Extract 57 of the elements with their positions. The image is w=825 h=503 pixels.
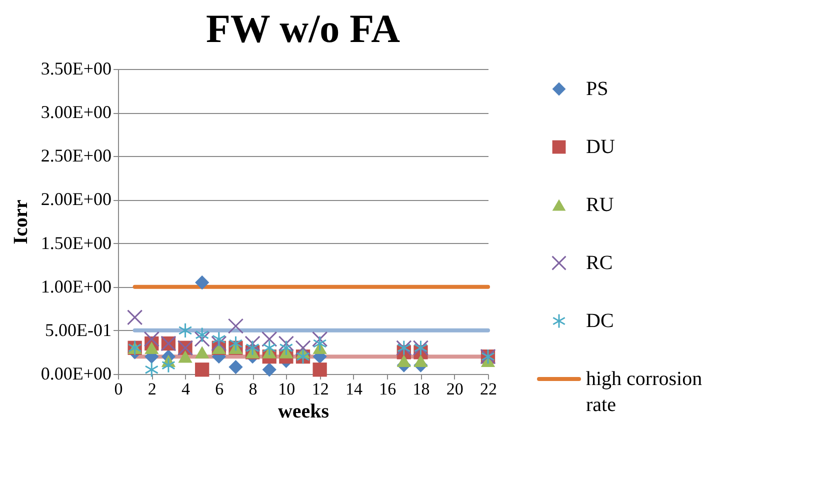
x-axis-title: weeks bbox=[278, 400, 330, 422]
x-tick-label: 0 bbox=[114, 380, 123, 398]
point bbox=[279, 340, 294, 356]
point bbox=[195, 362, 210, 377]
point bbox=[195, 346, 210, 358]
legend-label: RU bbox=[586, 194, 614, 216]
point bbox=[162, 357, 176, 374]
legend-label: PS bbox=[586, 78, 608, 100]
point bbox=[195, 326, 209, 343]
x-tick-label: 16 bbox=[379, 380, 396, 398]
y-tick-label: 1.50E+00 bbox=[40, 232, 112, 253]
y-tick-label: 2.00E+00 bbox=[40, 189, 112, 210]
point bbox=[414, 354, 428, 368]
legend-label: DU bbox=[586, 136, 616, 158]
x-tick-label: 14 bbox=[345, 380, 363, 398]
legend-label: high corrosion rate bbox=[586, 368, 702, 416]
x-tick-label: 12 bbox=[312, 380, 329, 398]
point bbox=[262, 340, 276, 356]
x-tick-label: 10 bbox=[278, 380, 296, 398]
legend-label: RC bbox=[586, 252, 613, 274]
point bbox=[396, 354, 411, 368]
y-axis-title: Icorr bbox=[10, 200, 32, 244]
point bbox=[312, 362, 327, 377]
point bbox=[212, 331, 226, 347]
y-tick-label: 0.00E+00 bbox=[40, 364, 112, 384]
x-tick-label: 18 bbox=[412, 380, 430, 398]
point bbox=[246, 340, 260, 356]
y-tick-label: 3.50E+00 bbox=[40, 58, 112, 78]
point bbox=[126, 310, 143, 326]
y-tick-label: 5.00E-01 bbox=[45, 320, 112, 340]
point bbox=[228, 318, 244, 334]
y-tick-label: 2.50E+00 bbox=[40, 146, 112, 166]
y-tick-label: 3.00E+00 bbox=[40, 102, 112, 122]
point bbox=[228, 336, 243, 352]
point bbox=[244, 336, 260, 352]
x-tick-label: 2 bbox=[148, 380, 156, 398]
point bbox=[178, 322, 192, 338]
point bbox=[144, 342, 159, 354]
legend-label: DC bbox=[586, 310, 614, 332]
x-tick-label: 4 bbox=[182, 380, 191, 398]
x-tick-label: 6 bbox=[215, 380, 224, 398]
chart-title: FW w/o FA bbox=[206, 6, 400, 51]
point bbox=[178, 350, 192, 363]
point bbox=[144, 362, 159, 378]
point bbox=[195, 275, 210, 290]
point bbox=[262, 362, 276, 377]
point bbox=[211, 336, 227, 352]
x-tick-label: 20 bbox=[446, 380, 464, 398]
x-tick-label: 22 bbox=[480, 380, 497, 398]
point bbox=[312, 331, 328, 347]
point bbox=[312, 336, 327, 352]
x-tick-label: 8 bbox=[248, 380, 258, 398]
y-tick-label: 1.00E+00 bbox=[40, 276, 112, 296]
point bbox=[144, 331, 160, 347]
point bbox=[228, 360, 243, 374]
point bbox=[194, 331, 210, 347]
point bbox=[278, 336, 294, 352]
